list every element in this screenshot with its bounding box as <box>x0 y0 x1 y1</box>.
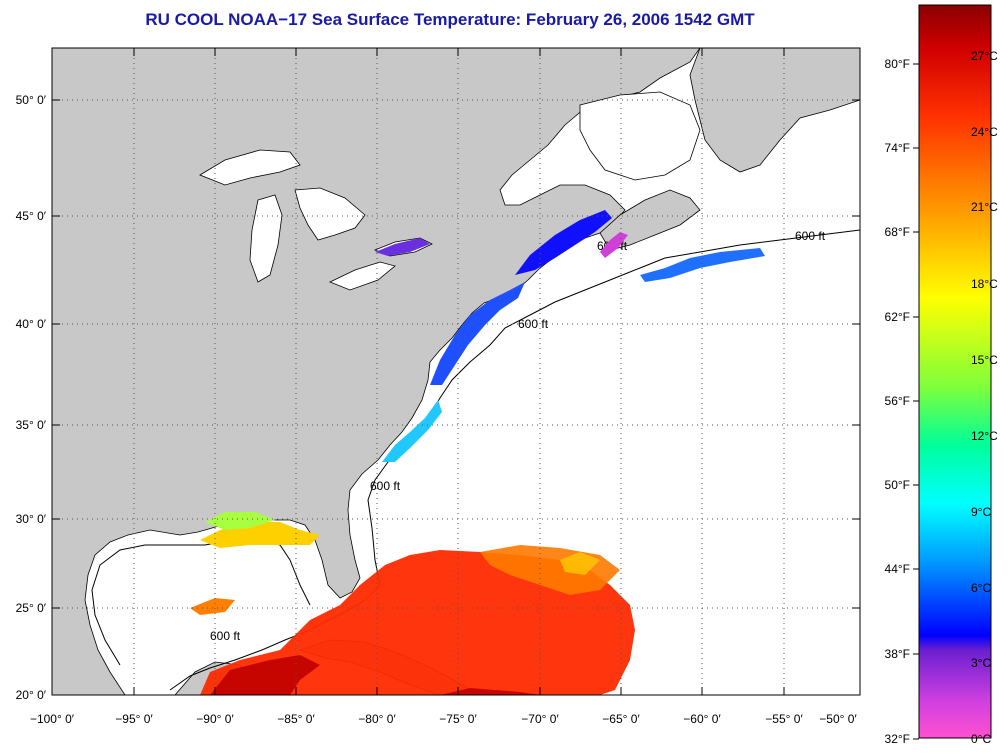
lon-label: −85° 0′ <box>277 712 315 726</box>
sst-gulf-maine <box>515 210 612 275</box>
lat-label: 30° 0′ <box>16 512 47 526</box>
lat-label: 45° 0′ <box>16 209 47 223</box>
sst-scotian <box>640 248 765 282</box>
colorbar-f-label: 44°F <box>885 562 910 576</box>
colorbar-celsius-labels: 27°C 24°C 21°C 18°C 15°C 12°C 9°C 6°C 3°C 0°C <box>971 49 998 746</box>
colorbar-f-label: 50°F <box>885 478 910 492</box>
sst-hot-caribbean <box>210 655 540 695</box>
colorbar-fahrenheit-labels: 80°F 74°F 68°F 62°F 56°F 50°F 44°F 38°F 32°F <box>885 57 919 746</box>
isobath-label: 600 ft <box>518 317 549 331</box>
colorbar-c-label: 21°C <box>971 200 998 214</box>
lon-label: −75° 0′ <box>439 712 477 726</box>
sst-cyan-coast <box>382 400 442 462</box>
map-title: RU COOL NOAA−17 Sea Surface Temperature:… <box>145 10 755 29</box>
plot-frame <box>51 47 861 696</box>
longitude-labels: −100° 0′ −95° 0′ −90° 0′ −85° 0′ −80° 0′ −75°… <box>30 712 857 726</box>
colorbar <box>918 4 992 739</box>
sst-gulf-west <box>190 598 235 615</box>
sst-lake-ontario-overlay <box>375 238 430 256</box>
lon-label: −100° 0′ <box>30 712 75 726</box>
latitude-labels: 20° 0′ 25° 0′ 30° 0′ 35° 0′ 40° 0′ 45° 0′ 50° … <box>16 93 47 702</box>
lat-label: 25° 0′ <box>16 601 47 615</box>
graticule <box>51 48 861 696</box>
lon-label: −60° 0′ <box>683 712 721 726</box>
colorbar-c-label: 9°C <box>971 505 991 519</box>
lat-label: 20° 0′ <box>16 688 47 702</box>
land-newfoundland <box>689 48 860 173</box>
lake-huron <box>294 187 366 241</box>
colorbar-c-label: 12°C <box>971 429 998 443</box>
colorbar-c-label: 3°C <box>971 656 991 670</box>
lon-label: −80° 0′ <box>358 712 396 726</box>
gulf-st-lawrence <box>579 91 701 181</box>
lon-label: −50° 0′ <box>819 712 857 726</box>
lat-label: 50° 0′ <box>16 93 47 107</box>
sst-cold-coast <box>430 282 525 385</box>
land-north-america <box>52 48 701 695</box>
lon-label: −70° 0′ <box>521 712 559 726</box>
colorbar-c-label: 0°C <box>971 732 991 746</box>
colorbar-f-label: 62°F <box>885 310 910 324</box>
colorbar-c-label: 24°C <box>971 125 998 139</box>
sst-gulf-green <box>205 512 275 530</box>
colorbar-f-label: 32°F <box>885 732 910 746</box>
isobath-label: 600 ft <box>210 629 241 643</box>
lon-label: −65° 0′ <box>602 712 640 726</box>
lon-label: −55° 0′ <box>765 712 803 726</box>
colorbar-c-label: 15°C <box>971 353 998 367</box>
isobath-label: 600 ft <box>795 229 826 243</box>
lat-label: 40° 0′ <box>16 317 47 331</box>
lat-label: 35° 0′ <box>16 418 47 432</box>
lake-superior <box>199 149 301 186</box>
colorbar-f-label: 74°F <box>885 141 910 155</box>
isobath-600ft-gulf <box>91 539 311 666</box>
lon-label: −95° 0′ <box>115 712 153 726</box>
colorbar-f-label: 68°F <box>885 225 910 239</box>
colorbar-c-label: 18°C <box>971 277 998 291</box>
sst-yellow-atlantic <box>560 552 600 575</box>
colorbar-f-label: 38°F <box>885 647 910 661</box>
colorbar-f-label: 80°F <box>885 57 910 71</box>
colorbar-c-label: 27°C <box>971 49 998 63</box>
colorbar-f-label: 56°F <box>885 394 910 408</box>
sst-warm-caribbean <box>200 550 635 695</box>
lon-label: −90° 0′ <box>196 712 234 726</box>
isobath-label: 600 ft <box>370 479 401 493</box>
lake-michigan <box>249 194 283 283</box>
colorbar-c-label: 6°C <box>971 581 991 595</box>
lake-erie <box>329 261 396 291</box>
